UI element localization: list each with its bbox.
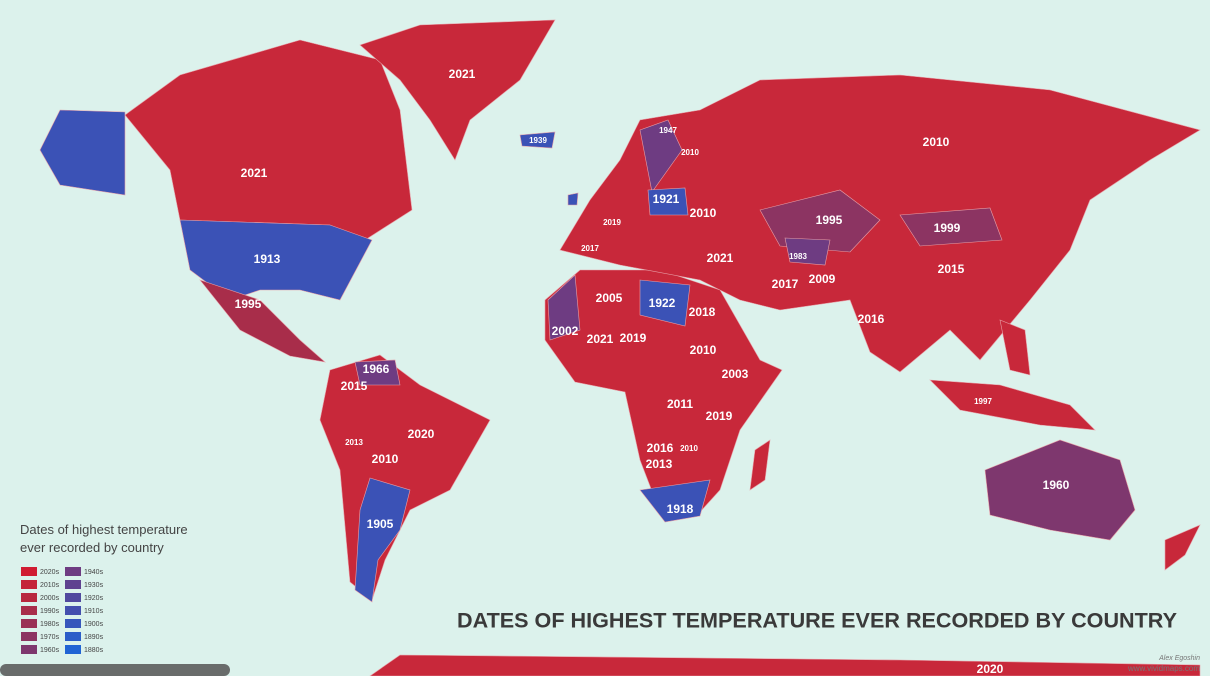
map-title: DATES OF HIGHEST TEMPERATURE EVER RECORD…: [457, 610, 1177, 633]
year-label: 2005: [596, 291, 623, 305]
legend-title: ever recorded by country: [20, 540, 164, 555]
legend-swatch: [65, 567, 81, 576]
year-label: 2019: [603, 218, 621, 227]
year-label: 2010: [690, 206, 717, 220]
year-label: 2020: [977, 662, 1004, 676]
legend-label: 1960s: [40, 647, 60, 654]
year-label: 2018: [689, 305, 716, 319]
legend-label: 1940s: [84, 569, 104, 576]
legend-label: 1910s: [84, 608, 104, 615]
legend-swatch: [65, 580, 81, 589]
year-label: 2013: [345, 438, 363, 447]
year-labels: 2021 2021 1913 1995 1966 2015 2020 2013 …: [235, 67, 1070, 676]
legend-swatch: [65, 619, 81, 628]
year-label: 2021: [241, 166, 268, 180]
year-label: 2013: [646, 457, 673, 471]
legend-label: 1880s: [84, 647, 104, 654]
year-label: 2015: [341, 379, 368, 393]
year-label: 1913: [254, 252, 281, 266]
year-label: 1983: [789, 252, 807, 261]
legend: Dates of highest temperature ever record…: [20, 522, 188, 654]
year-label: 1997: [974, 397, 992, 406]
year-label: 2003: [722, 367, 749, 381]
year-label: 1918: [667, 502, 694, 516]
year-label: 2010: [372, 452, 399, 466]
legend-label: 1890s: [84, 634, 104, 641]
year-label: 2021: [449, 67, 476, 81]
year-label: 2017: [772, 277, 799, 291]
legend-label: 1920s: [84, 595, 104, 602]
year-label: 1995: [235, 297, 262, 311]
legend-swatch: [21, 645, 37, 654]
credit-author: Alex Egoshin: [1158, 655, 1200, 662]
year-label: 2021: [707, 251, 734, 265]
year-label: 1966: [363, 362, 390, 376]
legend-label: 2000s: [40, 595, 60, 602]
legend-label: 1990s: [40, 608, 60, 615]
legend-label: 1900s: [84, 621, 104, 628]
year-label: 2016: [647, 441, 674, 455]
year-label: 2019: [706, 409, 733, 423]
year-label: 1947: [659, 126, 677, 135]
legend-swatch: [21, 632, 37, 641]
year-label: 2021: [587, 332, 614, 346]
legend-title: Dates of highest temperature: [20, 522, 188, 537]
legend-swatch: [21, 580, 37, 589]
year-label: 2017: [581, 244, 599, 253]
credit-site: www.vividmaps.com: [1127, 664, 1200, 673]
year-label: 2020: [408, 427, 435, 441]
legend-label: 1970s: [40, 634, 60, 641]
legend-label: 2020s: [40, 569, 60, 576]
year-label: 2011: [667, 397, 693, 411]
legend-swatch: [65, 632, 81, 641]
year-label: 1999: [934, 221, 961, 235]
year-label: 1960: [1043, 478, 1070, 492]
legend-swatch: [21, 567, 37, 576]
year-label: 1939: [529, 136, 547, 145]
legend-swatch: [21, 619, 37, 628]
legend-swatch: [21, 606, 37, 615]
legend-swatch: [65, 593, 81, 602]
year-label: 2019: [620, 331, 647, 345]
legend-label: 1980s: [40, 621, 60, 628]
year-label: 1922: [649, 296, 676, 310]
land: [39, 19, 1201, 676]
year-label: 2015: [938, 262, 965, 276]
year-label: 2002: [552, 324, 579, 338]
year-label: 1995: [816, 213, 843, 227]
year-label: 2010: [923, 135, 950, 149]
legend-label: 1930s: [84, 582, 104, 589]
year-label: 2009: [809, 272, 836, 286]
year-label: 1921: [653, 192, 680, 206]
year-label: 2010: [690, 343, 717, 357]
legend-swatch: [65, 606, 81, 615]
legend-label: 2010s: [40, 582, 60, 589]
year-label: 2010: [680, 444, 698, 453]
year-label: 2010: [681, 148, 699, 157]
scroll-bar: [0, 664, 230, 676]
year-label: 2016: [858, 312, 885, 326]
legend-swatch: [65, 645, 81, 654]
legend-swatch: [21, 593, 37, 602]
year-label: 1905: [367, 517, 394, 531]
